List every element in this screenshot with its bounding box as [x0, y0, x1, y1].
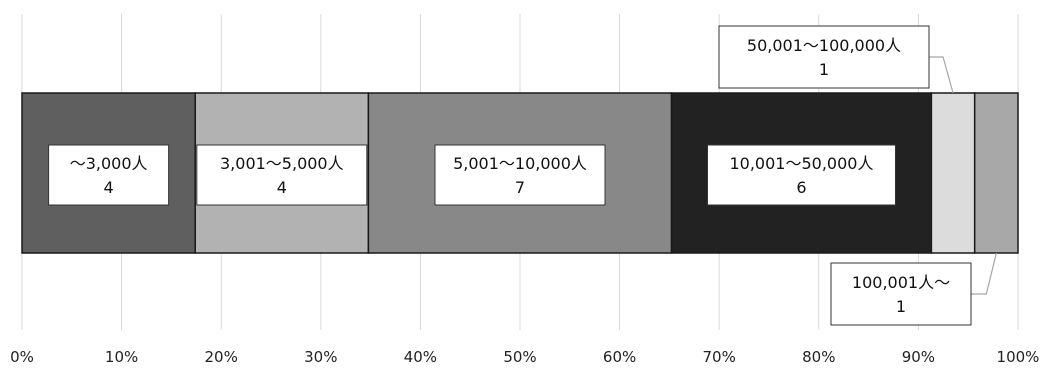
x-tick-label: 60%	[603, 348, 636, 366]
x-axis-tick-labels: 0% 10% 20% 30% 40% 50% 60% 70% 80% 90% 100%	[10, 348, 1039, 366]
data-label-value: 1	[819, 60, 829, 79]
bar-segment	[930, 92, 976, 254]
x-tick-label: 20%	[205, 348, 238, 366]
data-label-box	[830, 262, 972, 326]
x-tick-label: 100%	[997, 348, 1040, 366]
data-label-value: 1	[896, 297, 906, 316]
data-label-box	[706, 144, 896, 206]
x-tick-label: 90%	[902, 348, 935, 366]
x-tick-label: 30%	[304, 348, 337, 366]
data-label-category: 50,001～100,000人	[747, 36, 901, 55]
data-label-category: 3,001～5,000人	[220, 154, 344, 173]
data-label-category: 10,001～50,000人	[729, 154, 873, 173]
x-tick-label: 10%	[105, 348, 138, 366]
data-label-category: 100,001人～	[852, 273, 950, 292]
leader-lines	[929, 56, 997, 295]
data-label-value: 6	[796, 178, 806, 197]
x-tick-label: 80%	[802, 348, 835, 366]
data-label-box	[718, 25, 930, 89]
data-label-value: 4	[277, 178, 287, 197]
data-label-value: 4	[104, 178, 114, 197]
data-label-category: ～3,000人	[70, 154, 148, 173]
data-label-box	[48, 144, 170, 206]
bar-segment	[973, 92, 1019, 254]
x-tick-label: 50%	[503, 348, 536, 366]
x-tick-label: 40%	[404, 348, 437, 366]
data-label-value: 7	[515, 178, 525, 197]
data-label-category: 5,001～10,000人	[453, 154, 587, 173]
leader-line	[929, 56, 954, 94]
leader-line	[971, 252, 997, 295]
data-label-box	[196, 144, 368, 206]
x-tick-label: 0%	[10, 348, 34, 366]
x-tick-label: 70%	[703, 348, 736, 366]
data-label-box	[434, 144, 606, 206]
data-labels: ～3,000人 4 3,001～5,000人 4 5,001～10,000人 7 10,00…	[48, 25, 972, 326]
